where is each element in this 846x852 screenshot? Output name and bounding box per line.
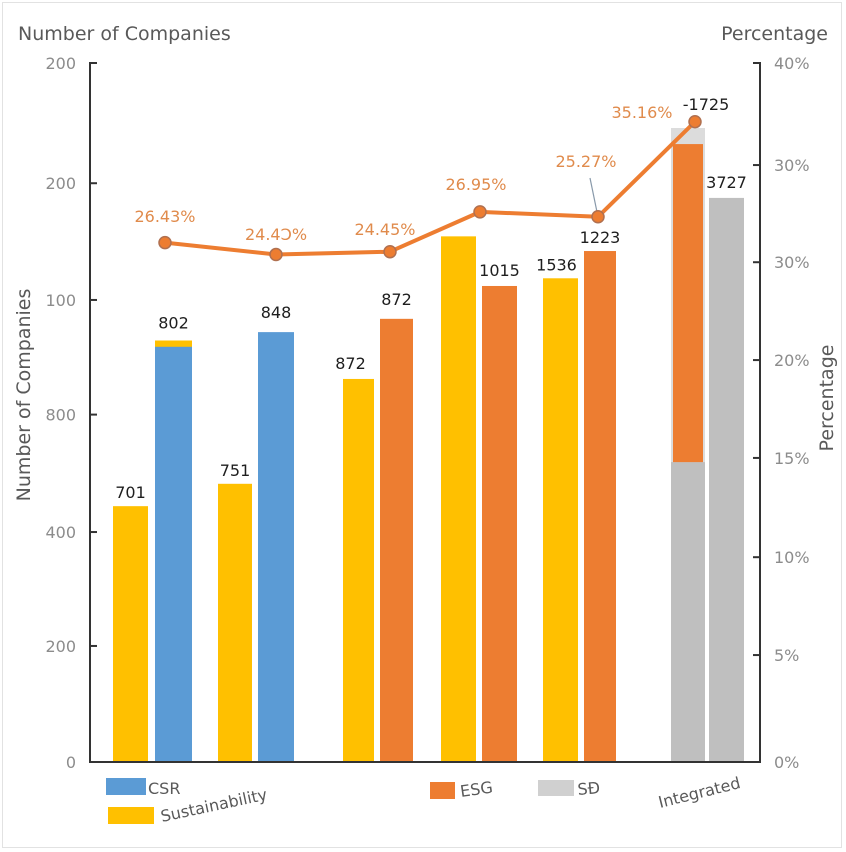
bar-value-label: 3727 bbox=[706, 173, 747, 192]
legend-label-sdg: SƉ bbox=[577, 778, 601, 799]
left-axis-tick-label: 200 bbox=[45, 54, 76, 73]
line-layer bbox=[158, 114, 702, 262]
legend-swatch-esg bbox=[430, 782, 455, 799]
right-axis-tick-label: 15% bbox=[774, 449, 810, 468]
bar-sustainability-2 bbox=[218, 483, 252, 762]
right-axis-tick-label: 0% bbox=[774, 753, 799, 772]
line-point bbox=[383, 244, 397, 259]
legend-swatch-sdg bbox=[538, 780, 574, 796]
left-axis-tick-label: 200 bbox=[45, 637, 76, 656]
line-point bbox=[591, 210, 605, 224]
bar-esg-overlay-6 bbox=[673, 144, 703, 463]
bar-value-label: 872 bbox=[335, 354, 366, 373]
bar-value-label: 701 bbox=[115, 483, 146, 502]
bar-sustainability-4 bbox=[441, 236, 476, 763]
legend-swatch-sustainability bbox=[108, 807, 154, 824]
right-axis-tick-label: 5% bbox=[774, 646, 799, 665]
percent-label: 26.95% bbox=[445, 175, 506, 194]
bar-csr-1 bbox=[155, 340, 192, 762]
bar-sustainability-1 bbox=[113, 506, 148, 762]
line-point bbox=[269, 247, 283, 262]
left-axis-tick-label: 100 bbox=[45, 291, 76, 310]
bar-esg-4 bbox=[482, 285, 517, 762]
percent-label: 24.4Ↄ% bbox=[245, 225, 307, 244]
right-axis-tick-label: 10% bbox=[774, 548, 810, 567]
left-axis-title: Number of Companies bbox=[18, 23, 231, 45]
bar-esg-3 bbox=[380, 318, 413, 762]
percent-label: 25.27% bbox=[555, 152, 616, 171]
bar-value-label: 802 bbox=[158, 314, 189, 333]
legend-swatch-csr bbox=[106, 778, 146, 795]
bar-value-label: 1536 bbox=[536, 255, 577, 274]
percent-label: 35.16% bbox=[611, 103, 672, 122]
legend-label-esg: ESG bbox=[459, 778, 494, 801]
bar-sdg-base-6 bbox=[671, 462, 705, 762]
left-axis-tick-label: 800 bbox=[45, 406, 76, 425]
right-axis-tick-label: 40% bbox=[774, 54, 810, 73]
left-axis-tick-label: 0 bbox=[66, 753, 76, 772]
bar-value-label: 1015 bbox=[479, 261, 520, 280]
percent-label: 24.45% bbox=[354, 220, 415, 239]
bar-sustainability-3 bbox=[343, 378, 374, 762]
left-axis-rotated-label: Number of Companies bbox=[13, 289, 35, 502]
bar-value-label: 848 bbox=[261, 303, 292, 322]
axes-layer: 200 200 100 800 400 200 0 40% 30% 30% 20% 15% 10% 5% 0… bbox=[45, 54, 809, 772]
bar-value-label: 872 bbox=[381, 290, 412, 309]
percent-label: 26.43% bbox=[134, 207, 195, 226]
right-axis-tick-label: 30% bbox=[774, 156, 810, 175]
bar-value-label: 1223 bbox=[580, 228, 621, 247]
bar-sustainability-5 bbox=[543, 278, 578, 762]
left-axis-tick-label: 200 bbox=[45, 174, 76, 193]
bars-layer bbox=[113, 128, 744, 763]
integrated-annotation: Integrated bbox=[656, 773, 742, 812]
bar-value-label: 751 bbox=[220, 461, 251, 480]
line-point bbox=[158, 235, 172, 250]
line-point bbox=[688, 114, 702, 129]
bar-value-label: -1725 bbox=[683, 95, 730, 114]
right-axis-tick-label: 30% bbox=[774, 253, 810, 272]
legend: CSR Sustainability ESG SƉ Integrated bbox=[106, 773, 742, 826]
leader-line bbox=[589, 177, 598, 213]
left-axis-tick-label: 400 bbox=[45, 523, 76, 542]
bar-sdg-6 bbox=[709, 197, 744, 763]
line-point bbox=[473, 205, 487, 219]
right-axis-tick-label: 20% bbox=[774, 351, 810, 370]
right-axis-rotated-label: Percentage bbox=[816, 345, 838, 452]
percentage-line bbox=[164, 120, 697, 257]
right-axis-title: Percentage bbox=[721, 23, 828, 45]
bar-esg-5 bbox=[584, 251, 616, 762]
bar-cap-1 bbox=[155, 340, 192, 347]
bar-csr-2 bbox=[258, 332, 294, 762]
legend-label-csr: CSR bbox=[148, 779, 180, 798]
